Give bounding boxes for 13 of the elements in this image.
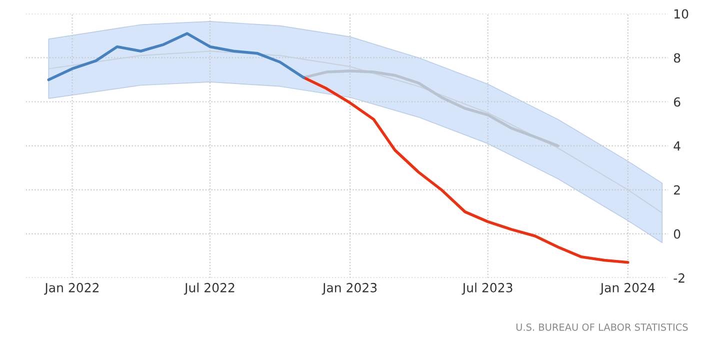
x-tick-label: Jul 2023	[462, 282, 512, 295]
x-tick-label: Jan 2023	[322, 282, 377, 295]
y-tick-label: 6	[674, 97, 680, 107]
y-tick-label: 8	[674, 53, 680, 63]
y-tick-label: 0	[674, 229, 680, 239]
y-tick-label: 4	[674, 141, 680, 151]
y-tick-label: -2	[674, 273, 684, 283]
x-tick-label: Jul 2022	[184, 282, 234, 295]
y-tick-label: 2	[674, 185, 680, 195]
text: U.S. BUREAU OF LABOR STATISTICS	[516, 323, 688, 331]
x-tick-label: Jan 2022	[44, 282, 99, 295]
x-tick-label: Jan 2024	[600, 282, 655, 295]
y-tick-label: 10	[674, 9, 688, 19]
